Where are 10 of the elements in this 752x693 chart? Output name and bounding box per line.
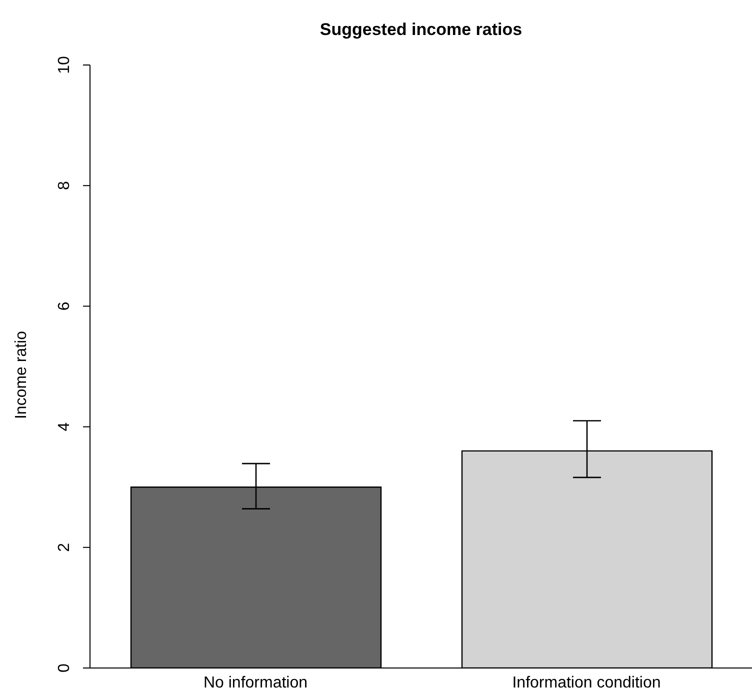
x-tick-label: No information [203, 674, 308, 692]
x-tick-label: Information condition [512, 674, 661, 692]
chart-title: Suggested income ratios [318, 20, 524, 40]
y-tick-label: 0 [56, 663, 73, 672]
y-tick-label: 10 [56, 56, 73, 74]
y-tick-label: 8 [56, 181, 73, 190]
y-tick-label: 6 [56, 302, 73, 311]
y-axis-title: Income ratio [13, 330, 31, 420]
y-tick-label: 4 [56, 422, 73, 432]
y-tick-label: 2 [56, 542, 73, 552]
